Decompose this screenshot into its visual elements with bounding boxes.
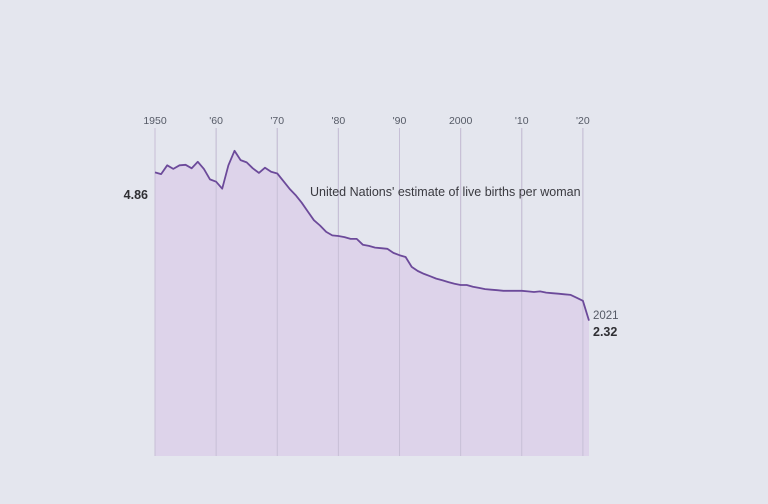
end-year-label: 2021	[593, 310, 619, 322]
end-value-label: 2.32	[593, 325, 617, 339]
x-tick-label: '20	[576, 115, 590, 127]
series-line	[154, 149, 590, 321]
area-layer	[154, 128, 590, 457]
chart-annotation: United Nations' estimate of live births …	[310, 185, 581, 199]
x-tick-label: 1950	[143, 115, 167, 127]
x-tick-label: 2000	[449, 115, 473, 127]
series-area-fill	[155, 150, 589, 457]
x-tick-label: '80	[332, 115, 346, 127]
x-tick-label: '90	[393, 115, 407, 127]
x-tick-label: '10	[515, 115, 529, 127]
x-tick-label: '70	[270, 115, 284, 127]
x-tick-label: '60	[209, 115, 223, 127]
x-axis-ticks: 1950 '60 '70 '80 '90 2000 '10 '20	[143, 115, 590, 127]
start-value-label: 4.86	[124, 188, 148, 202]
